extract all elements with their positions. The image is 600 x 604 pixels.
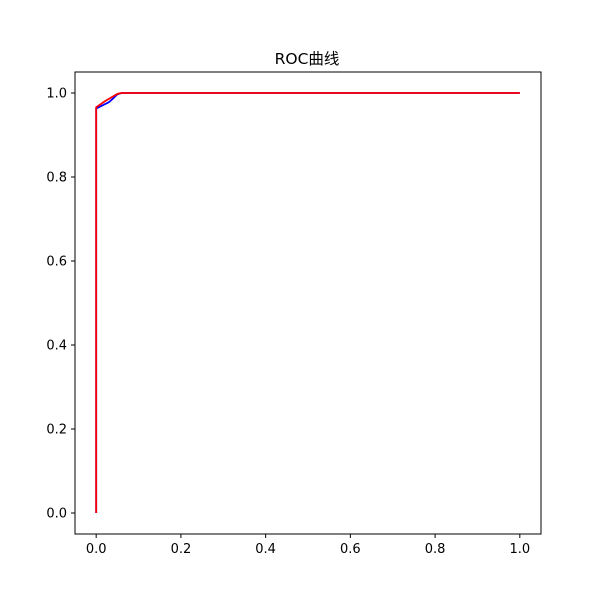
axis-layer: 0.0 0.2 0.4 0.6 0.8 1.0 0.0 0.2 0.4 0.6 0.8 1.0 — [46, 87, 530, 558]
x-tick-label: 0.8 — [425, 542, 446, 557]
x-tick-label: 0.2 — [171, 542, 192, 557]
y-tick-label: 0.0 — [46, 507, 67, 522]
series-layer — [95, 92, 520, 513]
y-tick-label: 0.6 — [46, 255, 67, 270]
x-tick-label: 0.4 — [255, 542, 276, 557]
chart-title: ROC曲线 — [275, 50, 340, 68]
x-tick-label: 0.0 — [86, 542, 107, 557]
y-tick-label: 0.2 — [46, 423, 67, 438]
plot-frame — [74, 71, 542, 535]
roc-series-line-2 — [95, 92, 520, 513]
y-tick-label: 0.8 — [46, 171, 67, 186]
y-tick-label: 1.0 — [46, 87, 67, 102]
x-tick-label: 0.6 — [340, 542, 361, 557]
y-tick-label: 0.4 — [46, 339, 67, 354]
x-tick-label: 1.0 — [509, 542, 530, 557]
